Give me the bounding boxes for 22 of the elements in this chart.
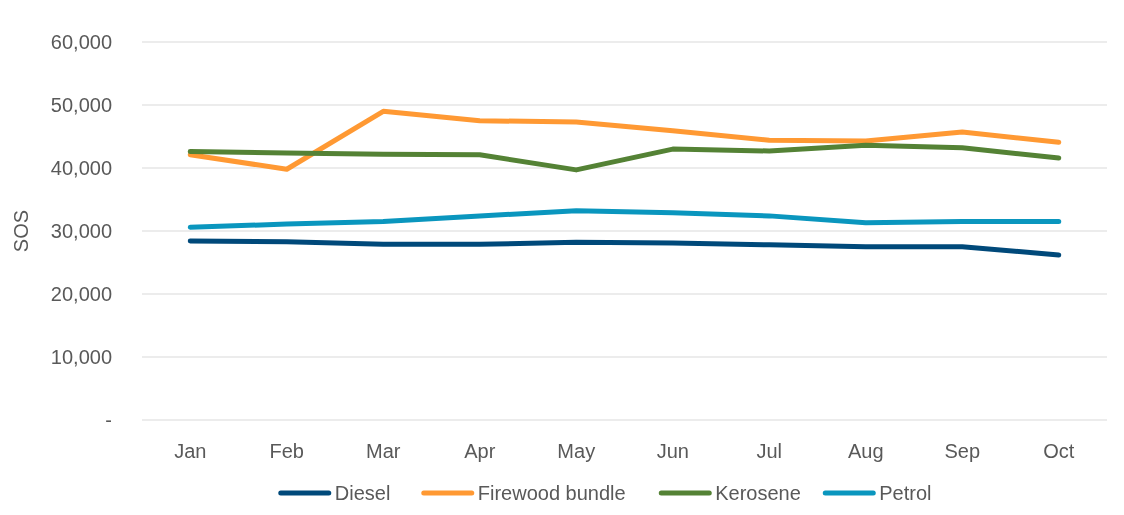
legend-label: Diesel	[334, 482, 391, 504]
y-axis-title: SOS	[10, 209, 32, 253]
x-tick-label: May	[557, 440, 596, 462]
x-tick-label: Mar	[366, 440, 401, 462]
x-tick-label: Jul	[756, 440, 783, 462]
x-tick-label: Jan	[174, 440, 207, 462]
x-tick-label: Sep	[944, 440, 981, 462]
x-tick-label: Apr	[464, 440, 496, 462]
y-tick-label: -	[105, 409, 112, 431]
legend-label: Firewood bundle	[477, 482, 626, 504]
x-tick-label: Aug	[847, 440, 884, 462]
legend-label: Petrol	[879, 482, 932, 504]
x-tick-label: Feb	[269, 440, 304, 462]
y-tick-label: 50,000	[50, 94, 112, 116]
y-tick-label: 30,000	[50, 220, 112, 242]
x-tick-label: Jun	[656, 440, 689, 462]
legend-label: Kerosene	[715, 482, 801, 504]
y-tick-label: 60,000	[50, 31, 112, 53]
y-tick-label: 20,000	[50, 283, 112, 305]
y-tick-label: 10,000	[50, 346, 112, 368]
x-tick-label: Oct	[1043, 440, 1075, 462]
y-tick-label: 40,000	[50, 157, 112, 179]
